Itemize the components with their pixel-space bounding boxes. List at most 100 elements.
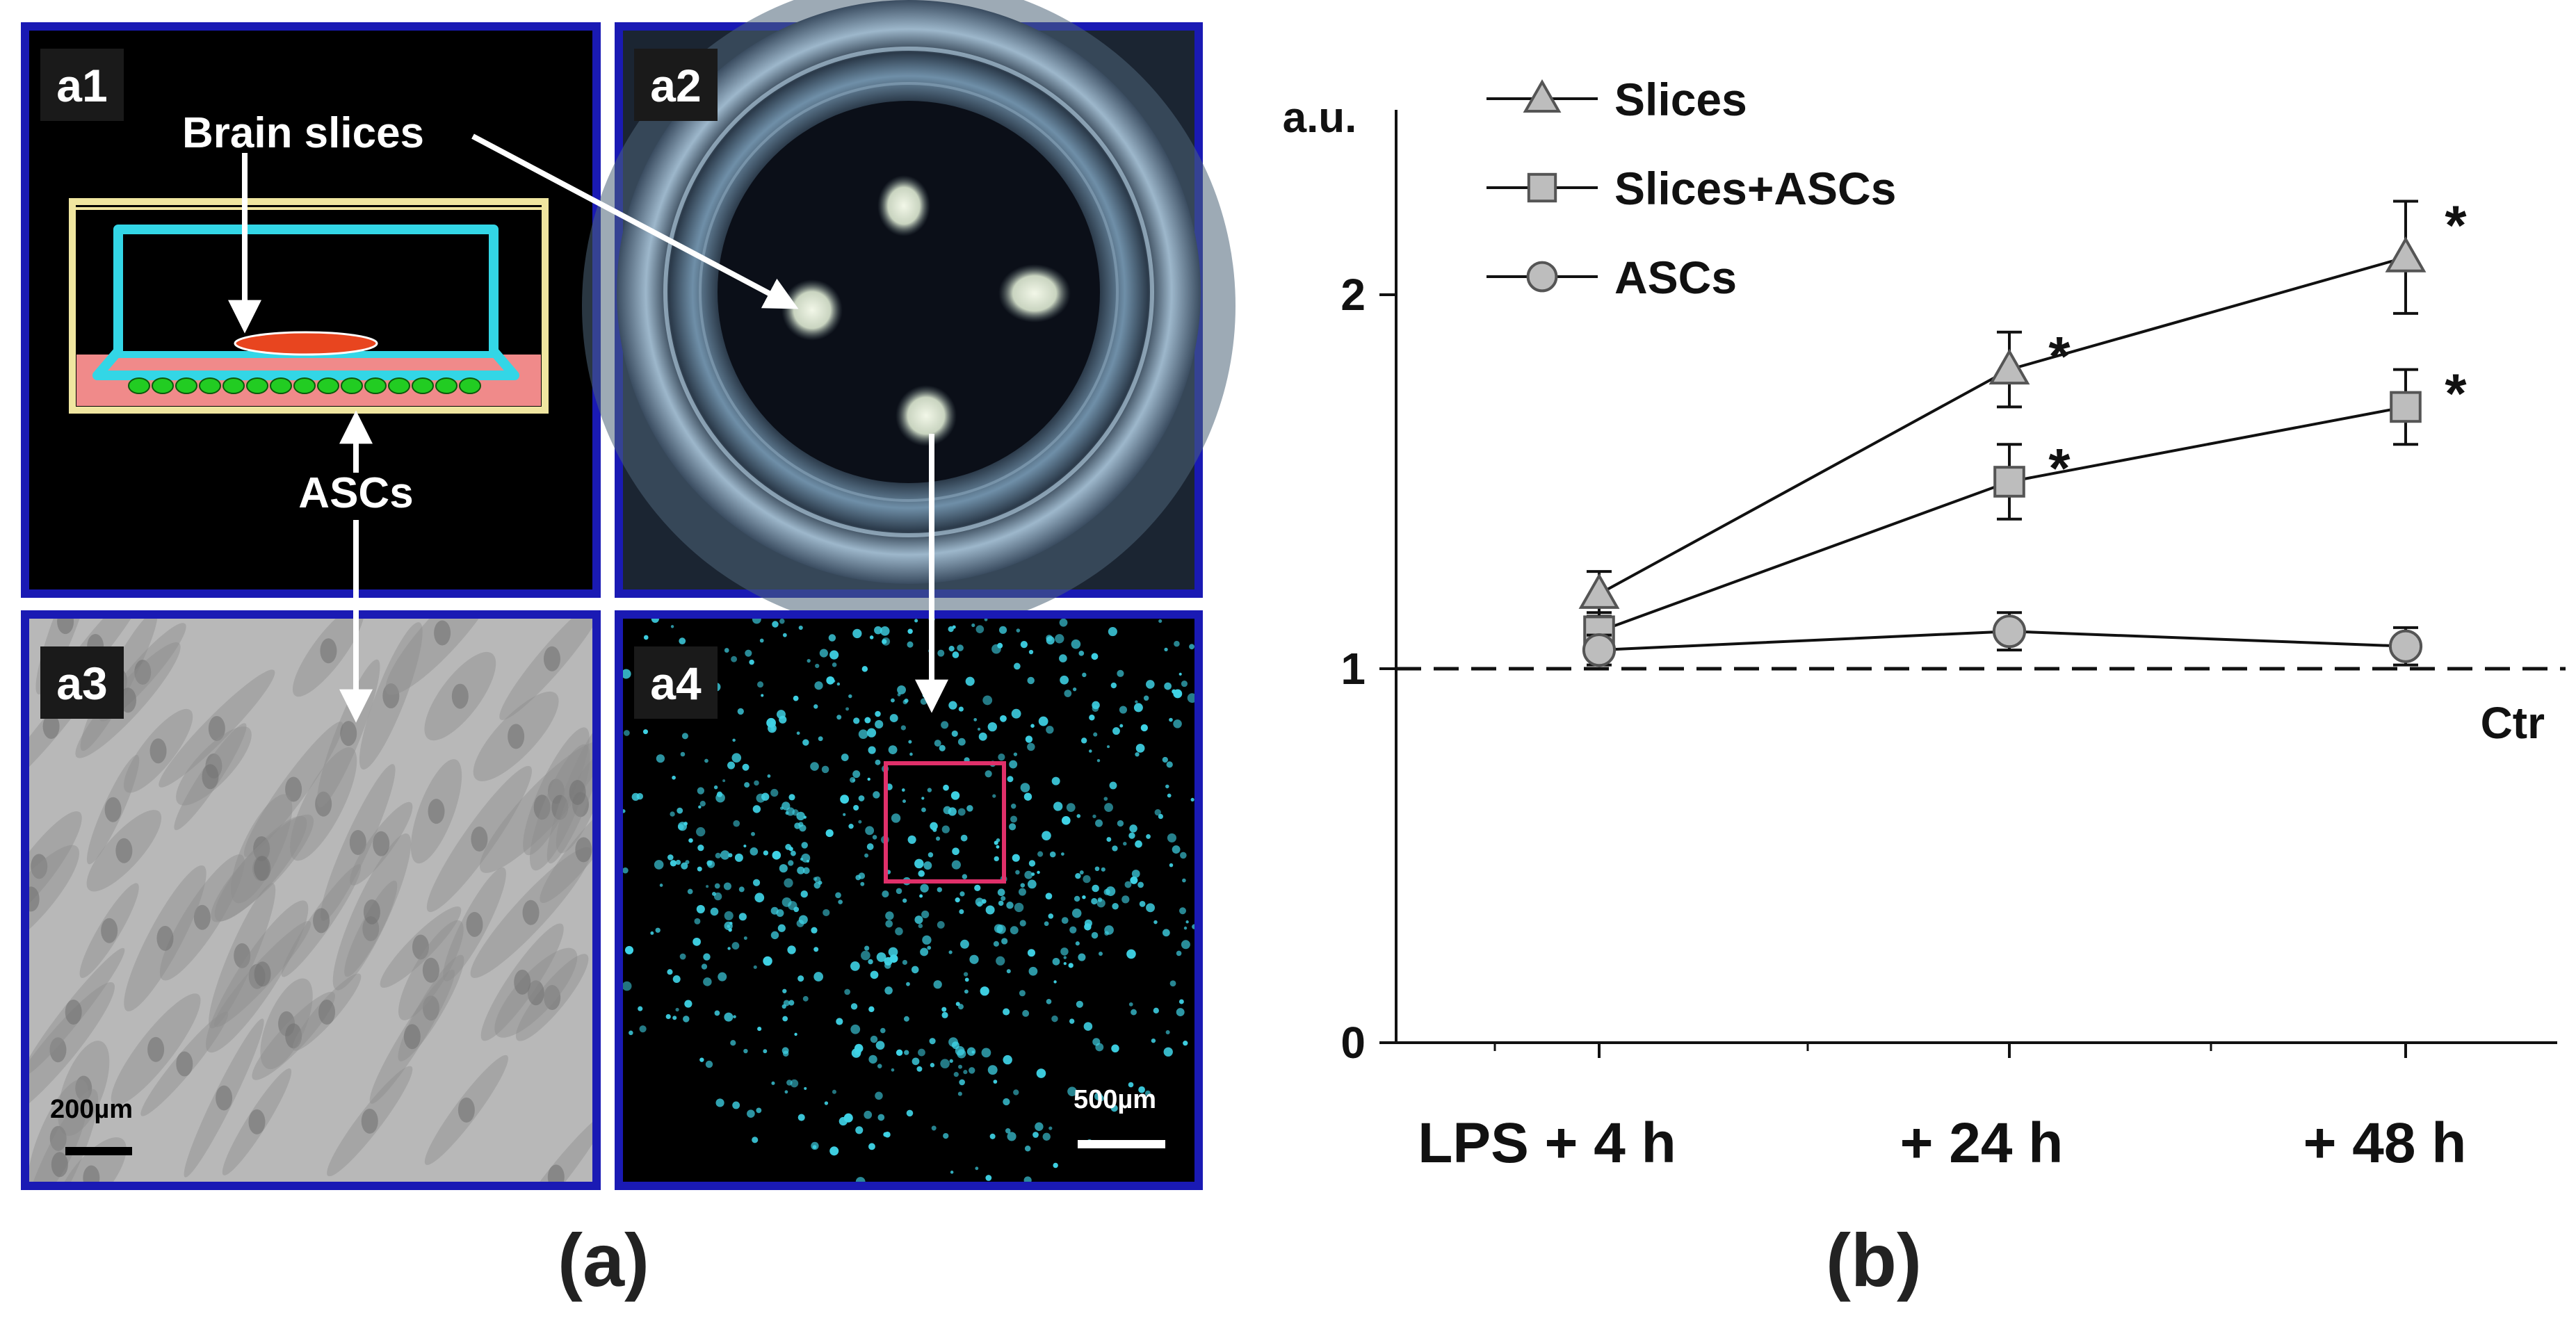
fluorescent-cell [1165, 784, 1169, 789]
fluorescent-cell [832, 1089, 836, 1094]
fluorescent-cell [951, 1041, 959, 1050]
significance-star: * [2445, 195, 2467, 257]
fluorescent-cell [1129, 824, 1137, 833]
data-point [1992, 614, 2027, 649]
asc-cell [341, 377, 363, 394]
fluorescent-cell [896, 1049, 903, 1057]
fluorescent-cell [870, 1035, 878, 1043]
fluorescent-cell [1075, 941, 1080, 946]
fluorescent-cell [959, 909, 964, 914]
fluorescent-cell [1083, 1022, 1093, 1031]
fluorescent-cell [940, 1059, 950, 1068]
fluorescent-cell [997, 888, 1005, 897]
fluorescent-cell [802, 995, 809, 1002]
fluorescent-cell [1045, 893, 1053, 900]
fluorescent-cell [1183, 1041, 1188, 1046]
fluorescent-cell [1154, 808, 1161, 816]
fluorescent-cell [1001, 895, 1006, 902]
caption-b: (b) [1826, 1218, 1922, 1302]
fluorescent-cell [1103, 888, 1110, 895]
fluorescent-cell [732, 1101, 740, 1109]
cell-nucleus [466, 911, 483, 937]
fluorescent-cell [672, 975, 681, 983]
fluorescent-cell [802, 739, 809, 746]
fluorescent-cell [650, 931, 654, 935]
cell-nucleus [49, 1037, 67, 1063]
panel-a4-tag: a4 [650, 658, 702, 709]
brain-slice-shape [234, 331, 378, 356]
fluorescent-cell [948, 950, 953, 954]
cell-nucleus [403, 1024, 421, 1050]
fluorescent-cell [697, 787, 705, 795]
fluorescent-cell [994, 840, 998, 845]
fluorescent-cell [1146, 833, 1151, 839]
fluorescent-cell [1036, 1068, 1046, 1078]
fluorescent-cell [770, 788, 779, 797]
fluorescent-cell [882, 890, 889, 898]
fluorescent-cell [699, 1057, 704, 1062]
fluorescent-cell [927, 945, 932, 950]
cell-nucleus [57, 619, 74, 635]
cell-nucleus [156, 925, 174, 951]
significance-star: * [2445, 363, 2467, 425]
fluorescent-cell [852, 779, 856, 782]
fluorescent-cell [1042, 831, 1051, 840]
cell-nucleus [254, 856, 271, 881]
fluorescent-cell [973, 717, 978, 722]
fluorescent-cell [1173, 719, 1182, 728]
cell-nucleus [471, 826, 488, 852]
fluorescent-cell [727, 761, 736, 770]
fluorescent-cell [836, 715, 842, 720]
fluorescent-cell [929, 1038, 936, 1045]
fluorescent-cell [1080, 738, 1087, 744]
fluorescent-cell [629, 1030, 633, 1036]
fluorescent-cell [696, 904, 705, 913]
asc-cell [222, 377, 245, 394]
fluorescent-cell [933, 980, 942, 989]
fluorescent-cell [836, 1018, 843, 1025]
fluorescent-cell [1089, 715, 1095, 721]
cell-nucleus [457, 1097, 475, 1123]
fluorescent-cell [767, 774, 771, 778]
cell-nucleus [285, 776, 302, 802]
fluorescent-cell [1135, 700, 1138, 703]
fluorescent-cell [927, 852, 934, 858]
fluorescent-cell [875, 759, 881, 765]
fluorescent-cell [798, 625, 803, 630]
cell-nucleus [361, 1108, 378, 1134]
cell-nucleus [147, 1036, 165, 1062]
fluorescent-cell [1063, 961, 1067, 966]
fluorescent-cell [1192, 924, 1194, 929]
fluorescent-cell [1003, 1055, 1012, 1065]
fluorescent-cell [667, 969, 673, 975]
fluorescent-cell [1178, 672, 1182, 676]
cell-nucleus [149, 738, 167, 764]
cell-nucleus [31, 854, 48, 879]
fluorescent-cell [1096, 758, 1101, 763]
fluorescent-cell [715, 1098, 724, 1107]
fluorescent-cell [877, 1114, 885, 1121]
fluorescent-cell [790, 1079, 799, 1088]
fluorescent-cell [1012, 854, 1020, 862]
fluorescent-cell [980, 986, 989, 996]
fluorescent-cell [1092, 705, 1099, 713]
cell-nucleus [349, 829, 366, 855]
fluorescent-cell [998, 900, 1004, 906]
fluorescent-cell [1106, 837, 1112, 842]
phase-contrast-cells [29, 619, 592, 1182]
fluorescent-cell [751, 831, 755, 836]
fluorescent-cell [1167, 833, 1176, 842]
fluorescent-cell [916, 1066, 923, 1072]
fluorescent-cell [969, 954, 979, 964]
cell-nucleus [527, 980, 544, 1006]
fluorescent-cell [1121, 895, 1130, 904]
fluorescent-cell [750, 847, 759, 856]
fluorescent-cell [829, 650, 839, 660]
fluorescent-cell [1153, 920, 1158, 925]
fluorescent-cell [941, 825, 950, 833]
fluorescent-cell [991, 644, 1001, 654]
fluorescent-cell [802, 867, 810, 874]
fluorescent-cell [656, 754, 665, 763]
fluorescent-cell [1112, 903, 1119, 910]
fluorescent-cell [788, 1000, 795, 1006]
